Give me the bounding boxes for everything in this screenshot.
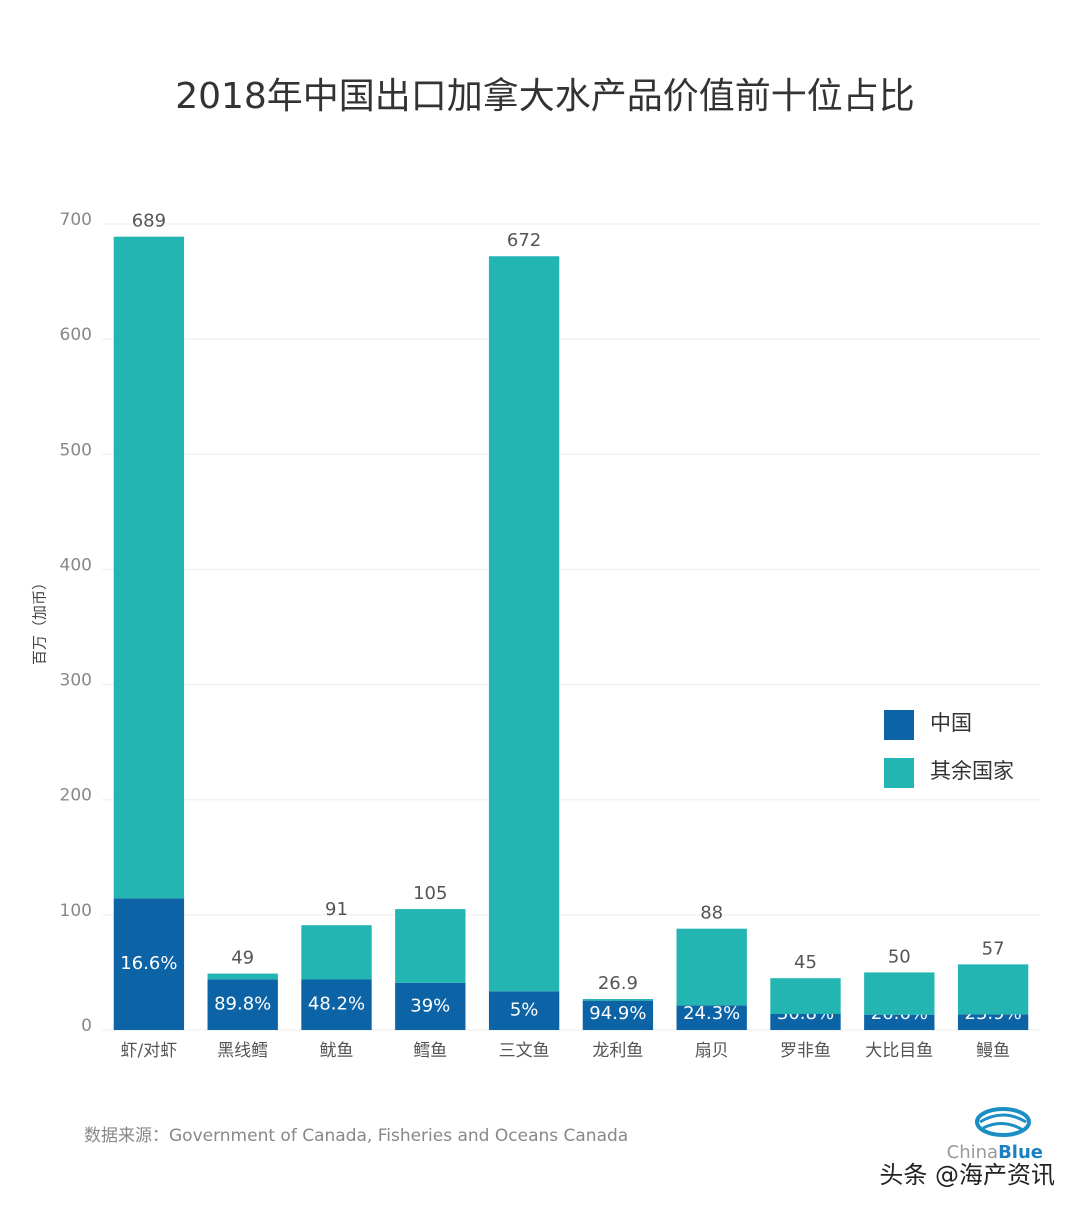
bar-segment [488,256,560,992]
bar-segment [301,925,372,980]
watermark: 头条 @海产资讯 [879,1161,1055,1189]
logo-icon [979,1113,1027,1132]
logo-part: Blue [998,1142,1043,1163]
x-tick-label: 鱿鱼 [320,1041,354,1061]
bar-segment [864,1014,935,1030]
y-tick-label: 100 [60,901,92,921]
bar-segment [113,236,185,899]
bar-segment [676,928,747,1006]
bar-segment [864,972,935,1015]
x-tick-label: 虾/对虾 [121,1041,178,1061]
logo-part: China [947,1142,998,1163]
chart-title: 2018年中国出口加拿大水产品价值前十位占比 [175,76,915,117]
total-label: 91 [325,899,348,920]
bar-segment [676,1005,747,1030]
share-label: 89.8% [214,994,271,1015]
x-tick-label: 罗非鱼 [780,1041,831,1061]
bar-segment [770,1013,841,1030]
share-label: 24.3% [683,1003,740,1024]
y-tick-label: 0 [81,1016,92,1036]
legend-swatch [884,710,914,740]
x-tick-label: 大比目鱼 [865,1041,933,1061]
bar-segment [488,991,560,1030]
y-tick-label: 300 [60,671,92,691]
y-tick-label: 400 [60,555,92,575]
y-tick-label: 600 [60,325,92,345]
x-tick-label: 三文鱼 [499,1041,550,1061]
bar-segment [395,982,466,1030]
logo-text: ChinaBlue [947,1142,1043,1163]
total-label: 672 [507,230,541,251]
total-label: 26.9 [598,973,638,994]
bar-segment [207,979,278,1030]
total-label: 689 [132,211,166,232]
x-tick-label: 黑线鳕 [217,1041,268,1061]
y-tick-label: 200 [60,786,92,806]
share-label: 16.6% [120,953,177,974]
total-label: 57 [982,938,1005,959]
total-label: 105 [413,883,447,904]
share-label: 94.9% [589,1003,646,1024]
legend-label: 其余国家 [930,759,1014,783]
bar-segment [582,999,654,1001]
legend-label: 中国 [930,711,972,735]
y-tick-label: 700 [60,210,92,230]
bar-segment [582,1000,654,1030]
bar-segment [957,1014,1029,1030]
bar-segment [957,964,1029,1015]
total-label: 50 [888,946,911,967]
share-label: 39% [410,995,450,1016]
source: 数据来源：Government of Canada, Fisheries and… [84,1126,628,1146]
bar-segment [770,978,841,1014]
bar-segment [113,898,185,1030]
legend-swatch [884,758,914,788]
total-label: 88 [700,903,723,924]
share-label: 5% [510,1000,539,1021]
y-axis-label: 百万（加币） [31,575,49,665]
logo: ChinaBlue [947,1107,1043,1163]
bar-segment [301,979,372,1030]
total-label: 45 [794,952,817,973]
logo-icon [975,1107,1031,1137]
x-tick-label: 鳕鱼 [413,1041,447,1061]
x-tick-label: 龙利鱼 [592,1041,643,1061]
bar-segment [207,973,278,980]
y-tick-label: 500 [60,440,92,460]
bar-segment [395,909,466,983]
x-tick-label: 鳗鱼 [976,1041,1010,1061]
share-label: 48.2% [308,994,365,1015]
x-tick-label: 扇贝 [695,1041,729,1061]
total-label: 49 [231,948,254,969]
